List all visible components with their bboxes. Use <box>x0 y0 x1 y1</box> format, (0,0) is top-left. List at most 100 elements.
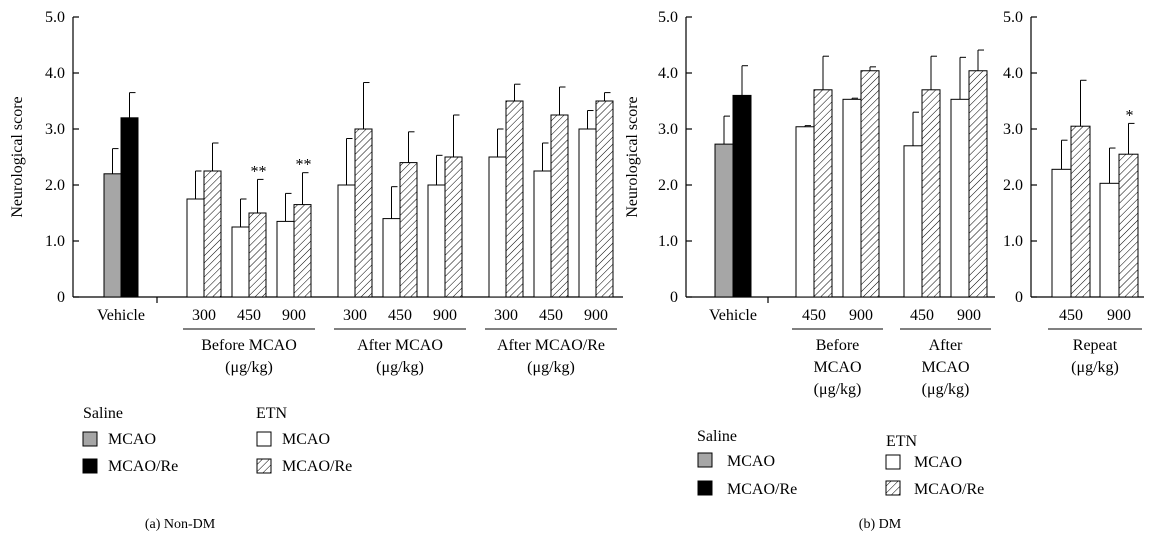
x-tick-label: 450 <box>237 307 261 324</box>
bar-etn-mcao-re <box>399 162 418 298</box>
x-tick-label: 900 <box>433 307 457 324</box>
bar-etn-mcao <box>950 98 970 298</box>
bar-etn-mcao <box>795 126 815 298</box>
bar-etn-mcao-re <box>595 100 614 298</box>
legend-label-etn-mcao-re-b: MCAO/Re <box>914 481 984 498</box>
legend-swatch-saline-mcao <box>82 431 98 447</box>
y-tick-label: 0 <box>57 289 65 306</box>
section-label: (μg/kg) <box>225 359 273 376</box>
section-label: Before <box>816 337 860 354</box>
x-tick-label: 900 <box>584 307 608 324</box>
caption-dm: (b) DM <box>859 517 902 532</box>
bar-etn-mcao-re <box>444 156 463 298</box>
x-tick-label: 450 <box>910 307 934 324</box>
caption-non-dm: (a) Non-DM <box>145 517 216 532</box>
section-label: (μg/kg) <box>922 381 970 398</box>
legend-saline-heading-b: Saline <box>697 428 737 445</box>
bar-etn-mcao <box>578 128 597 298</box>
legend-swatch-etn-mcao <box>256 431 272 447</box>
section-label: MCAO <box>921 359 969 376</box>
section-label: MCAO <box>813 359 861 376</box>
legend-label-saline-mcao-b: MCAO <box>727 453 775 470</box>
significance-marker: ** <box>251 163 267 180</box>
x-tick-label: 300 <box>494 307 518 324</box>
legend-non-dm: Saline MCAO MCAO/Re ETN MCAO MCAO/Re <box>82 405 352 475</box>
x-tick-label: 900 <box>282 307 306 324</box>
y-axis-label: Neurological score <box>624 96 641 217</box>
legend-swatch-etn-mcao-re <box>256 458 272 474</box>
legend-saline-heading: Saline <box>83 405 123 422</box>
bar-etn-mcao <box>382 218 401 298</box>
bar-etn-mcao-re <box>1118 153 1139 298</box>
plots: 0 1.0 2.0 3.0 4.0 5.0 Neurological score Vehicl… <box>9 9 1144 398</box>
bar-etn-mcao-re <box>354 128 373 298</box>
bar-etn-mcao-re <box>248 212 267 298</box>
bar-etn-mcao-re <box>968 70 988 298</box>
y-tick-label: 4.0 <box>45 65 65 82</box>
y-tick-label: 0 <box>670 289 678 306</box>
y-tick-label: 3.0 <box>658 121 678 138</box>
bar-etn-mcao-re <box>203 170 222 298</box>
x-tick-label: 300 <box>343 307 367 324</box>
y-tick-label: 3.0 <box>1003 121 1023 138</box>
section-label: After MCAO/Re <box>497 337 605 354</box>
y-tick-label: 1.0 <box>1003 233 1023 250</box>
y-tick-label: 3.0 <box>45 121 65 138</box>
section-label: Repeat <box>1073 337 1118 354</box>
section-label: After <box>929 337 963 354</box>
y-tick-label: 2.0 <box>45 177 65 194</box>
bar-etn-mcao <box>533 170 552 298</box>
significance-marker: * <box>1126 107 1134 124</box>
y-tick-label: 2.0 <box>658 177 678 194</box>
bar-etn-mcao <box>186 198 205 298</box>
y-tick-label: 5.0 <box>45 9 65 26</box>
y-tick-label: 4.0 <box>658 65 678 82</box>
x-tick-label: 300 <box>192 307 216 324</box>
x-tick-label: 450 <box>802 307 826 324</box>
x-tick-label: 450 <box>539 307 563 324</box>
legend-etn-heading-b: ETN <box>886 433 918 450</box>
legend-dm: Saline MCAO MCAO/Re ETN MCAO MCAO/Re <box>697 428 984 498</box>
x-tick-label: 900 <box>957 307 981 324</box>
legend-label-etn-mcao-re: MCAO/Re <box>282 458 352 475</box>
bar-etn-mcao <box>427 184 446 298</box>
bar-etn-mcao <box>276 220 295 298</box>
chart-0: 0 1.0 2.0 3.0 4.0 5.0 Neurological score Vehicl… <box>9 9 623 376</box>
significance-marker: ** <box>296 157 312 174</box>
section-label: (μg/kg) <box>1071 359 1119 376</box>
bar-etn-mcao-re <box>505 100 524 298</box>
bar-etn-mcao <box>842 98 862 298</box>
y-tick-label: 5.0 <box>1003 9 1023 26</box>
y-tick-label: 2.0 <box>1003 177 1023 194</box>
x-tick-label: 450 <box>1059 307 1083 324</box>
section-label: After MCAO <box>357 337 443 354</box>
bar-etn-mcao <box>488 156 507 298</box>
x-tick-label: Vehicle <box>709 307 757 324</box>
legend-label-etn-mcao: MCAO <box>282 431 330 448</box>
y-tick-label: 0 <box>1015 289 1023 306</box>
bar-etn-mcao <box>903 145 923 298</box>
bar-etn-mcao-re <box>293 204 312 298</box>
bar-etn-mcao-re <box>813 89 833 298</box>
legend-etn-heading: ETN <box>256 405 288 422</box>
legend-label-saline-mcao-re-b: MCAO/Re <box>727 481 797 498</box>
bar-etn-mcao <box>337 184 356 298</box>
legend-swatch-saline-mcao-b <box>697 452 713 468</box>
legend-label-etn-mcao-b: MCAO <box>914 454 962 471</box>
y-tick-label: 1.0 <box>45 233 65 250</box>
y-axis-label: Neurological score <box>9 96 26 217</box>
bar-saline-mcao <box>103 173 122 298</box>
bar-etn-mcao <box>1099 182 1120 298</box>
legend-label-saline-mcao: MCAO <box>108 431 156 448</box>
section-label: (μg/kg) <box>814 381 862 398</box>
bar-etn-mcao-re <box>921 89 941 298</box>
legend-swatch-saline-mcao-re <box>82 458 98 474</box>
bar-saline-mcao-re <box>732 94 752 298</box>
bar-saline-mcao <box>714 143 734 298</box>
x-tick-label: 900 <box>849 307 873 324</box>
bar-saline-mcao-re <box>120 117 139 298</box>
section-label: (μg/kg) <box>527 359 575 376</box>
legend-swatch-etn-mcao-re-b <box>885 480 901 496</box>
bar-etn-mcao-re <box>550 114 569 298</box>
